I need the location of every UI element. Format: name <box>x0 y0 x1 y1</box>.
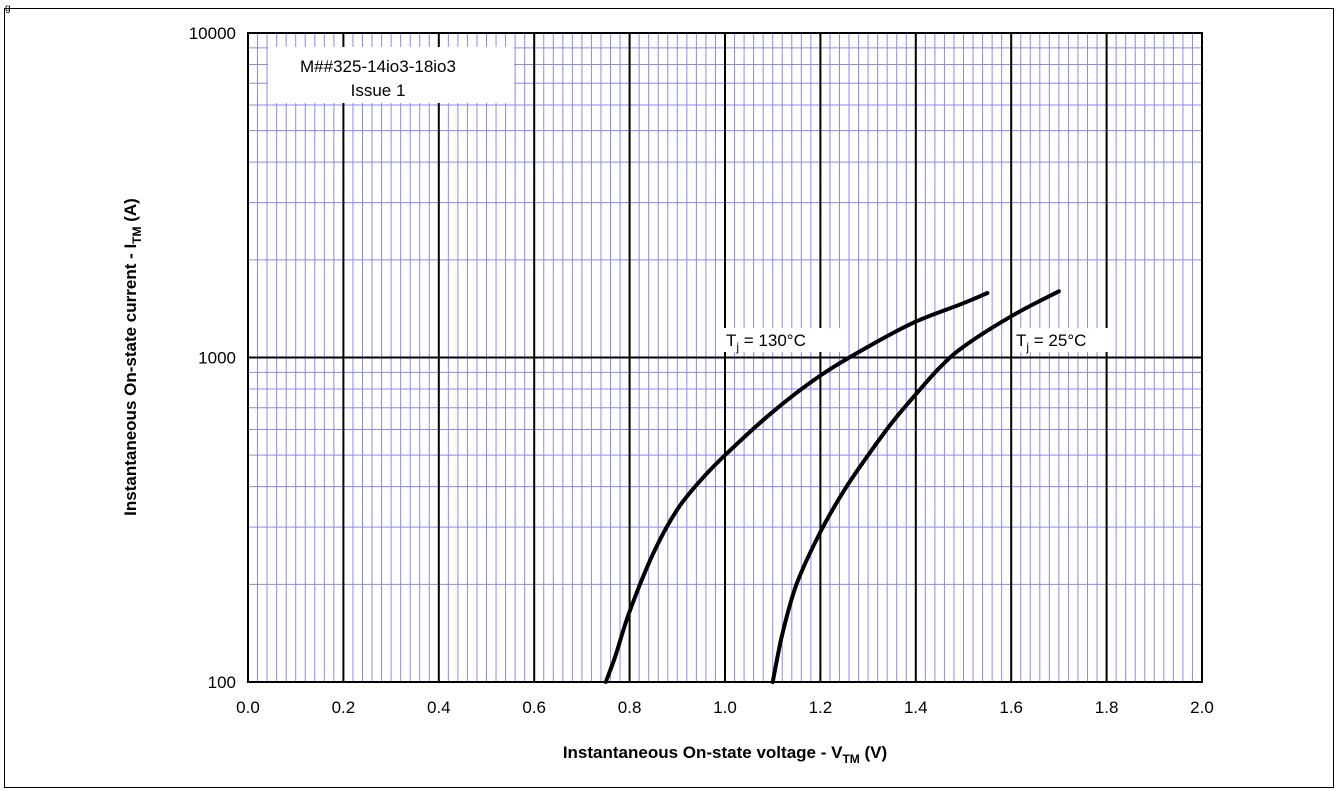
x-tick-label: 2.0 <box>1190 698 1214 717</box>
x-tick-label: 1.2 <box>809 698 833 717</box>
series-layer <box>603 289 1061 684</box>
x-tick-label: 0.8 <box>618 698 642 717</box>
corner-mark: g <box>5 3 11 14</box>
plot-note-line-2: Issue 1 <box>351 81 406 100</box>
x-tick-label: 0.0 <box>236 698 260 717</box>
plot-border <box>247 32 1203 683</box>
x-axis-title: Instantaneous On-state voltage - VTM (V) <box>563 743 887 766</box>
x-tick-label: 0.2 <box>332 698 356 717</box>
plot-note: M##325-14io3-18io3 Issue 1 <box>268 47 514 103</box>
curve-label-background-tj-130c <box>723 328 843 352</box>
y-tick-label: 1000 <box>198 349 236 368</box>
y-tick-labels: 100 1000 10000 <box>189 24 236 692</box>
x-tick-label: 1.4 <box>904 698 928 717</box>
x-tick-label: 1.6 <box>999 698 1023 717</box>
major-grid <box>248 33 1202 682</box>
y-axis-title: Instantaneous On-state current - ITM (A) <box>121 198 144 516</box>
x-tick-label: 1.8 <box>1095 698 1119 717</box>
x-tick-label: 0.4 <box>427 698 451 717</box>
series-line-tj-130c <box>603 291 990 684</box>
plot-note-line-1: M##325-14io3-18io3 <box>300 57 456 76</box>
plot-note-background <box>268 47 514 103</box>
x-tick-labels: 0.0 0.2 0.4 0.6 0.8 1.0 1.2 1.4 1.6 1.8 2.0 <box>236 698 1214 717</box>
x-tick-label: 0.6 <box>522 698 546 717</box>
y-tick-label: 10000 <box>189 24 236 43</box>
series-line-tj-25c <box>770 289 1061 684</box>
curve-label-tj-130c: Tj = 130°C <box>726 331 806 354</box>
figure-frame: g <box>4 3 1334 788</box>
curve-labels: Tj = 130°C Tj = 25°C <box>723 328 1113 354</box>
curve-label-background-tj-25c <box>1013 328 1113 352</box>
y-tick-label: 100 <box>208 673 236 692</box>
x-tick-label: 1.0 <box>713 698 737 717</box>
curve-label-tj-25c: Tj = 25°C <box>1016 331 1086 354</box>
